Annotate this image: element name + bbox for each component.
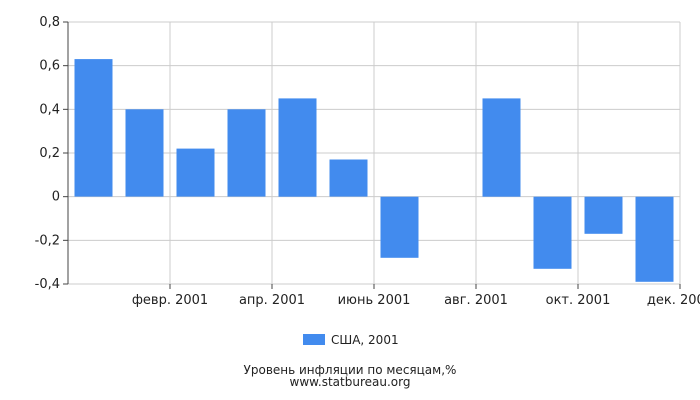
bar [482,98,521,197]
y-tick-label: 0,8 [39,15,60,30]
x-tick-label: дек. 2001 [647,293,700,308]
x-tick-label: окт. 2001 [546,293,611,308]
bar [380,196,419,258]
x-tick-label: февр. 2001 [132,293,208,308]
bar [635,196,674,282]
y-tick-label: 0 [52,190,60,205]
bar [329,159,368,197]
axes [63,21,681,289]
legend-swatch [303,334,325,345]
bars [74,59,674,282]
y-tick-labels: 0,8 0,6 0,4 0,2 0 -0,2 -0,4 [35,15,60,292]
bar [278,98,317,197]
bar [125,109,164,197]
chart-title: Уровень инфляции по месяцам,% [244,363,457,377]
x-tick-label: июнь 2001 [338,293,411,308]
bar [584,196,623,234]
x-tick-label: апр. 2001 [239,293,305,308]
y-tick-label: 0,2 [39,146,60,161]
bar [533,196,572,269]
bar [176,148,215,197]
legend-label: США, 2001 [331,333,399,347]
source-url: www.statbureau.org [290,375,411,389]
y-tick-label: -0,2 [35,233,60,248]
bar [227,109,266,197]
y-tick-label: 0,6 [39,59,60,74]
y-tick-label: 0,4 [39,102,60,117]
x-tick-label: авг. 2001 [444,293,508,308]
legend: США, 2001 [303,333,399,347]
x-tick-labels: февр. 2001 апр. 2001 июнь 2001 авг. 2001 окт… [132,293,700,308]
bar [74,59,113,197]
y-tick-label: -0,4 [35,277,60,292]
grid [68,21,681,285]
